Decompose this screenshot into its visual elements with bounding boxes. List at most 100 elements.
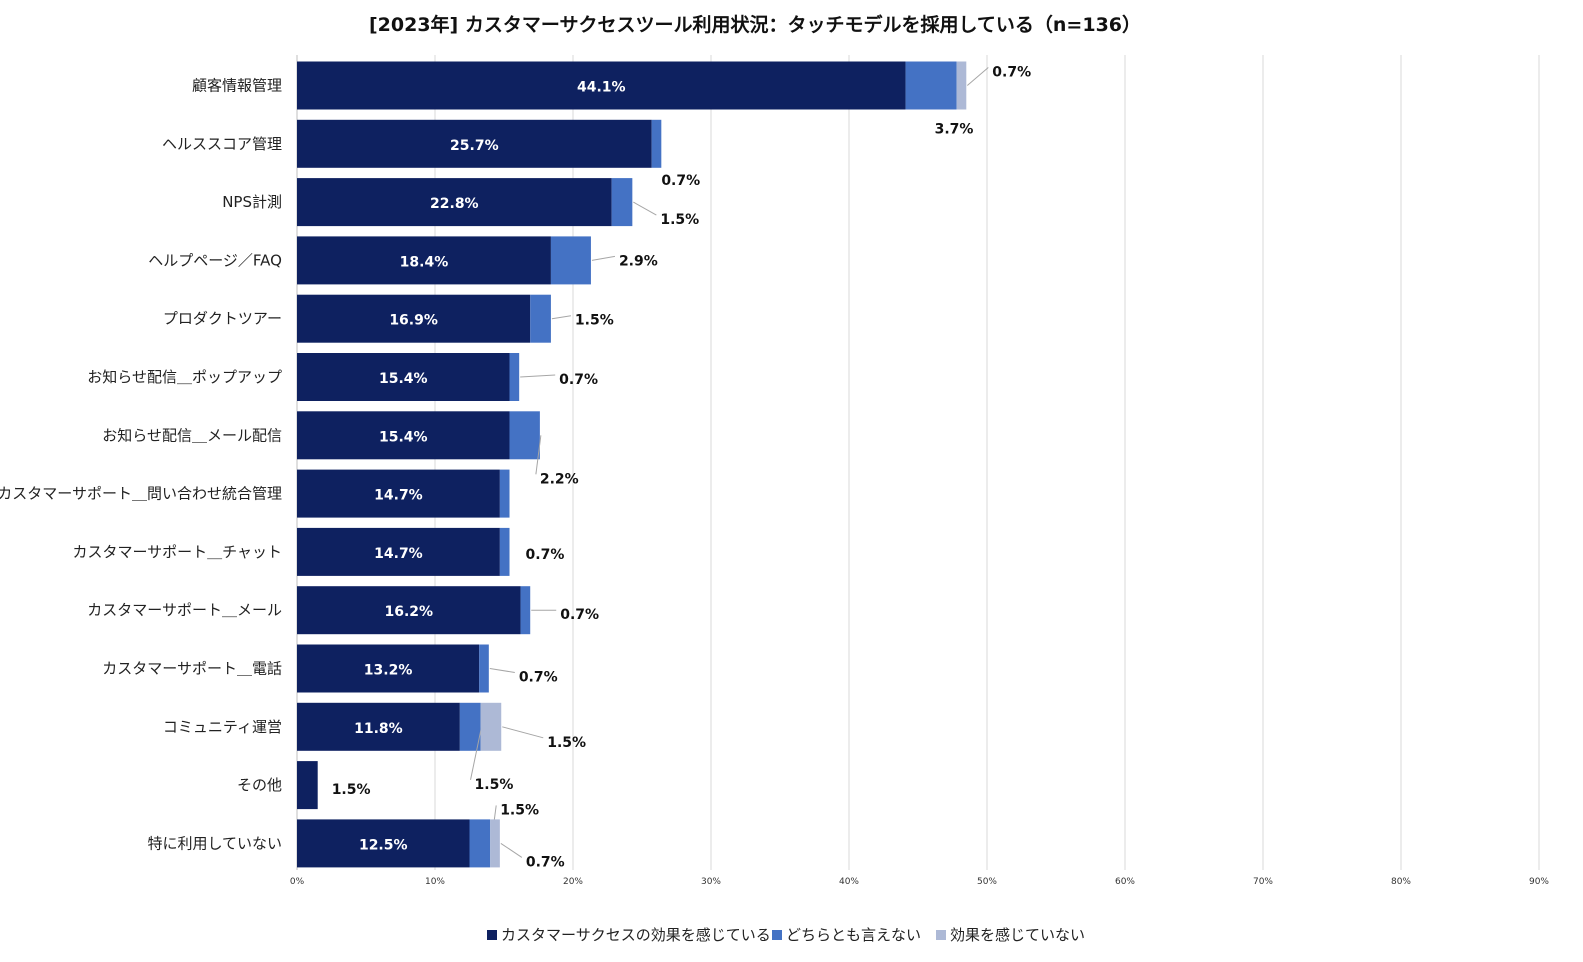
- bar-segment: [520, 586, 531, 635]
- data-label: 12.5%: [359, 837, 408, 853]
- x-tick-label: 50%: [977, 877, 997, 887]
- data-label: 44.1%: [577, 80, 626, 96]
- data-label: 14.7%: [374, 488, 423, 504]
- bar-segment: [499, 469, 510, 518]
- bar-segment: [297, 411, 510, 460]
- data-label: 0.7%: [560, 607, 599, 623]
- data-label: 0.7%: [559, 372, 598, 388]
- leader-line: [966, 67, 989, 86]
- data-label: 15.4%: [379, 429, 428, 445]
- bar-row: コミュニティ運営 11.8% 1.5% 1.5%: [163, 702, 586, 793]
- data-label: 25.7%: [450, 138, 499, 154]
- bar-segment: [297, 819, 470, 868]
- bar-row: ヘルススコア管理 25.7% 0.7%: [162, 119, 700, 189]
- bar-segment: [550, 236, 591, 285]
- bar-row: お知らせ配信＿ポップアップ 15.4% 0.7%: [87, 353, 598, 401]
- x-tick-label: 40%: [839, 877, 859, 887]
- category-label: 顧客情報管理: [192, 77, 282, 95]
- data-label: 1.5%: [332, 782, 371, 798]
- data-label: 1.5%: [475, 777, 514, 793]
- bar-segment: [297, 294, 531, 343]
- bar-segment: [297, 61, 906, 110]
- category-label: カスタマーサポート＿チャット: [72, 543, 282, 561]
- category-label: カスタマーサポート＿電話: [102, 660, 282, 678]
- data-label: 0.7%: [526, 547, 565, 563]
- bar-segment: [611, 178, 633, 227]
- bar-segment: [297, 586, 521, 635]
- data-label: 15.4%: [379, 371, 428, 387]
- category-label: カスタマーサポート＿メール: [87, 601, 282, 619]
- data-label: 16.2%: [384, 604, 433, 620]
- bar-segment: [651, 119, 662, 168]
- bar-segment: [499, 527, 510, 576]
- data-label: 22.8%: [430, 196, 479, 212]
- category-label: NPS計測: [222, 193, 282, 211]
- data-label: 1.5%: [500, 802, 539, 818]
- leader-line: [502, 726, 544, 739]
- data-label: 2.9%: [619, 253, 658, 269]
- bar-row: お知らせ配信＿メール配信 15.4% 2.2%: [102, 411, 579, 487]
- data-label: 0.7%: [661, 173, 700, 189]
- bar-row: カスタマーサポート＿メール 16.2% 0.7%: [87, 586, 599, 635]
- bar-segment: [509, 353, 520, 401]
- bar-segment: [297, 761, 318, 810]
- bar-row: カスタマーサポート＿電話 13.2% 0.7%: [102, 644, 558, 693]
- data-label: 3.7%: [935, 122, 974, 138]
- data-label: 1.5%: [575, 313, 614, 329]
- bar-segment: [469, 819, 491, 868]
- category-label: カスタマーサポート＿問い合わせ統合管理: [0, 485, 282, 503]
- bar-row: カスタマーサポート＿問い合わせ統合管理 14.7%: [0, 469, 510, 518]
- bar-segment: [297, 353, 510, 401]
- leader-line: [489, 668, 515, 673]
- data-label: 11.8%: [354, 721, 403, 737]
- data-label: 0.7%: [526, 854, 565, 870]
- legend-swatch: [936, 930, 946, 940]
- legend-label: どちらとも言えない: [786, 926, 921, 944]
- category-label: コミュニティ運営: [163, 718, 282, 736]
- data-label: 2.2%: [540, 471, 579, 487]
- bar-segment: [490, 819, 500, 868]
- category-label: プロダクトツアー: [163, 310, 282, 328]
- x-tick-label: 20%: [563, 877, 583, 887]
- leader-line: [520, 374, 556, 378]
- category-label: その他: [237, 776, 282, 794]
- leader-line: [551, 315, 571, 320]
- category-label: お知らせ配信＿ポップアップ: [87, 368, 282, 386]
- data-label: 13.2%: [364, 663, 413, 679]
- legend-swatch: [487, 930, 497, 940]
- category-label: ヘルススコア管理: [162, 135, 282, 153]
- bar-segment: [297, 469, 500, 518]
- x-tick-label: 60%: [1115, 877, 1135, 887]
- bar-segment: [297, 644, 480, 693]
- bar-segment: [479, 644, 489, 693]
- bar-segment: [297, 178, 612, 227]
- leader-line: [633, 201, 657, 216]
- bar-row: プロダクトツアー 16.9% 1.5%: [163, 294, 614, 343]
- bar-segment: [297, 119, 652, 168]
- bar-row: ヘルプページ／FAQ 18.4% 2.9%: [148, 236, 658, 285]
- x-tick-label: 70%: [1253, 877, 1273, 887]
- bar-row: その他 1.5%: [237, 761, 371, 810]
- bar-segment: [905, 61, 957, 110]
- data-label: 14.7%: [374, 546, 423, 562]
- x-tick-label: 80%: [1391, 877, 1411, 887]
- legend-label: カスタマーサクセスの効果を感じている: [501, 926, 771, 944]
- category-label: お知らせ配信＿メール配信: [102, 426, 282, 444]
- x-tick-label: 0%: [290, 877, 305, 887]
- bar-segment: [459, 702, 481, 751]
- data-label: 1.5%: [660, 212, 699, 228]
- leader-line: [591, 255, 616, 261]
- bar-row: 顧客情報管理 44.1% 3.7% 0.7%: [192, 61, 1031, 138]
- x-tick-label: 90%: [1529, 877, 1549, 887]
- bar-row: NPS計測 22.8% 1.5%: [222, 178, 699, 228]
- bar-segment: [509, 411, 540, 460]
- bar-segment: [297, 702, 460, 751]
- legend-swatch: [772, 930, 782, 940]
- bar-row: 特に利用していない 12.5% 1.5% 0.7%: [147, 802, 564, 870]
- data-label: 16.9%: [389, 313, 438, 329]
- bar-segment: [297, 236, 551, 285]
- bar-segment: [297, 527, 500, 576]
- leader-line: [500, 842, 523, 858]
